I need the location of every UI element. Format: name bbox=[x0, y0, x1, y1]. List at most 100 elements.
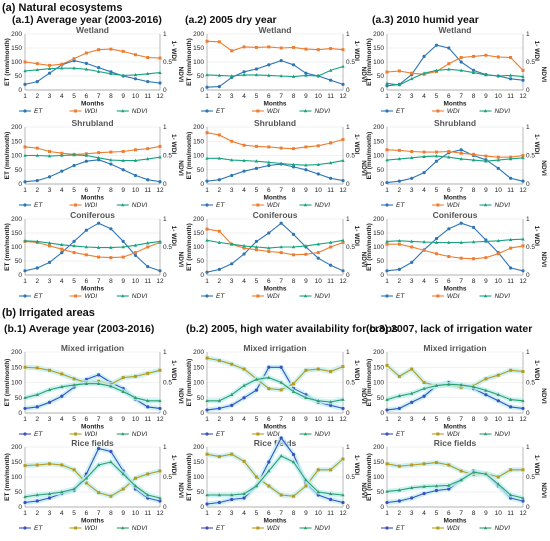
data-point-wdi bbox=[242, 143, 246, 147]
data-point-et bbox=[109, 162, 113, 166]
y2-tick-label: 0.5 bbox=[526, 153, 535, 160]
series-line-et bbox=[386, 44, 524, 87]
data-point-et bbox=[316, 172, 320, 176]
x-tick-label: 4 bbox=[60, 416, 64, 423]
x-tick-label: 4 bbox=[242, 187, 246, 194]
data-point-ndvi bbox=[508, 397, 513, 401]
data-point-et bbox=[496, 166, 500, 170]
legend-marker bbox=[205, 432, 209, 436]
y2-tick-label: 0.5 bbox=[526, 474, 535, 481]
data-point-ndvi bbox=[60, 66, 64, 70]
data-point-et bbox=[97, 373, 101, 377]
data-point-et bbox=[242, 496, 246, 500]
panel-title: Coniferous bbox=[433, 210, 478, 220]
data-point-et bbox=[341, 406, 345, 411]
data-point-ndvi bbox=[267, 375, 271, 379]
legend-label: WDI bbox=[267, 431, 280, 438]
data-point-wdi bbox=[133, 251, 137, 255]
data-point-ndvi bbox=[422, 240, 426, 244]
x-axis-label: Months bbox=[263, 101, 286, 108]
y2-axis-label: 1- WDI bbox=[353, 455, 360, 475]
data-point-et bbox=[146, 405, 150, 409]
x-tick-label: 4 bbox=[242, 416, 246, 423]
series-line-wdi bbox=[24, 48, 161, 66]
data-point-et bbox=[205, 270, 209, 274]
x-tick-label: 10 bbox=[132, 187, 140, 194]
data-point-ndvi bbox=[410, 76, 414, 81]
series-line-wdi bbox=[206, 453, 344, 497]
panel-title: Shrubland bbox=[434, 118, 476, 128]
data-point-wdi bbox=[48, 244, 52, 248]
x-tick-label: 12 bbox=[339, 93, 347, 100]
y2-axis-label: 1- WDI bbox=[533, 226, 540, 246]
data-point-et bbox=[242, 396, 246, 400]
y2-tick-label: 0.5 bbox=[346, 380, 355, 387]
y-axis-label: ET (mm/month) bbox=[4, 359, 11, 407]
x-tick-label: 6 bbox=[267, 93, 271, 100]
data-point-ndvi bbox=[341, 158, 345, 162]
data-point-wdi bbox=[292, 45, 296, 49]
x-tick-label: 8 bbox=[109, 187, 113, 194]
data-point-wdi bbox=[459, 469, 463, 473]
data-point-et bbox=[35, 266, 39, 270]
data-point-wdi bbox=[329, 141, 333, 145]
data-point-ndvi bbox=[471, 470, 476, 474]
data-point-ndvi bbox=[316, 398, 320, 403]
data-point-wdi bbox=[146, 472, 150, 476]
column-heading-b3: (b.3) 2007, lack of irrigation water bbox=[366, 323, 532, 335]
data-point-ndvi bbox=[422, 71, 426, 75]
data-point-ndvi bbox=[230, 493, 234, 497]
y-tick-label: 100 bbox=[193, 153, 204, 160]
x-tick-label: 5 bbox=[72, 93, 76, 100]
data-point-wdi bbox=[434, 461, 438, 465]
x-axis-label: Months bbox=[443, 518, 466, 525]
y2-tick-label: 0.5 bbox=[163, 380, 172, 387]
data-point-ndvi bbox=[508, 157, 513, 161]
y2-tick-label: 1 bbox=[163, 349, 167, 356]
data-point-et bbox=[422, 54, 426, 59]
legend-label: WDI bbox=[447, 293, 460, 300]
data-point-et bbox=[230, 403, 234, 407]
y2-tick-label: 0 bbox=[346, 504, 350, 511]
legend-marker bbox=[121, 526, 125, 530]
data-point-wdi bbox=[35, 366, 39, 370]
y-tick-label: 0 bbox=[380, 410, 384, 417]
x-tick-label: 6 bbox=[85, 278, 89, 285]
data-point-ndvi bbox=[205, 238, 209, 242]
data-point-ndvi bbox=[217, 156, 222, 160]
x-tick-label: 6 bbox=[85, 510, 89, 517]
data-point-et bbox=[23, 406, 27, 411]
data-point-wdi bbox=[422, 150, 426, 154]
data-point-ndvi bbox=[47, 241, 52, 245]
x-tick-label: 10 bbox=[315, 187, 323, 194]
x-tick-label: 10 bbox=[495, 93, 503, 100]
panel-title: Mixed irrigation bbox=[243, 343, 306, 353]
x-tick-label: 9 bbox=[484, 278, 488, 285]
y-tick-label: 200 bbox=[373, 349, 384, 356]
data-point-et bbox=[397, 267, 401, 271]
data-point-et bbox=[23, 269, 27, 273]
x-tick-label: 11 bbox=[144, 510, 151, 517]
data-point-ndvi bbox=[254, 484, 259, 488]
x-tick-label: 1 bbox=[23, 416, 27, 423]
y-axis-label: ET (mm/month) bbox=[4, 132, 11, 180]
legend-marker bbox=[23, 526, 27, 530]
data-point-ndvi bbox=[397, 238, 402, 243]
y2-axis-label: 1- WDI bbox=[353, 41, 360, 61]
data-point-et bbox=[23, 180, 27, 184]
data-point-ndvi bbox=[267, 469, 271, 473]
data-point-wdi bbox=[121, 49, 125, 53]
x-tick-label: 3 bbox=[48, 510, 52, 517]
data-point-ndvi bbox=[291, 74, 296, 78]
data-point-ndvi bbox=[434, 68, 439, 72]
legend-marker bbox=[121, 294, 125, 298]
data-point-wdi bbox=[521, 468, 525, 472]
data-point-ndvi bbox=[434, 484, 439, 488]
data-point-et bbox=[158, 81, 162, 85]
legend-marker bbox=[74, 432, 78, 436]
data-point-ndvi bbox=[496, 74, 500, 78]
x-axis-label: Months bbox=[81, 424, 104, 431]
data-point-ndvi bbox=[291, 245, 296, 249]
x-tick-label: 2 bbox=[35, 278, 39, 285]
data-point-wdi bbox=[230, 139, 234, 143]
